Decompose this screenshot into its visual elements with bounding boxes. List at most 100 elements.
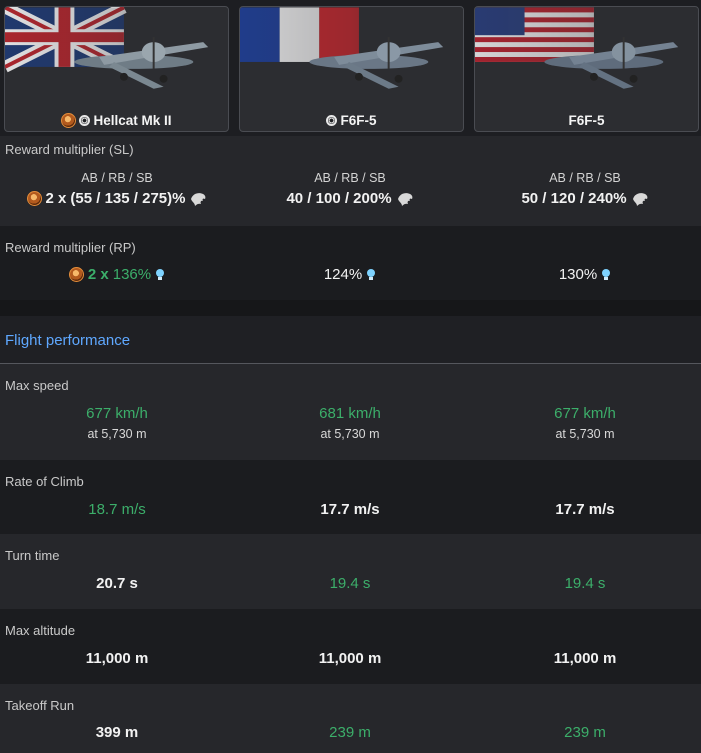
takeoff-run-label: Takeoff Run (5, 698, 75, 713)
turn-time-col-2: 19.4 s (233, 575, 467, 592)
max-speed-altitude: at 5,730 m (320, 427, 380, 441)
max-speed-value: 677 km/h (86, 405, 148, 422)
premium-icon (68, 267, 84, 282)
turn-time-label: Turn time (5, 548, 60, 563)
modes-label: AB / RB / SB (81, 171, 153, 185)
reward-sl-values: 40 / 100 / 200% (286, 190, 392, 207)
max-altitude-value: 11,000 m (553, 650, 617, 667)
max-altitude-label: Max altitude (5, 623, 76, 638)
max-speed-col-2: 681 km/h at 5,730 m (233, 405, 467, 441)
rate-of-climb-col-2: 17.7 m/s (233, 501, 467, 518)
silver-lions-icon (191, 192, 206, 206)
section-spacer (0, 300, 701, 316)
vehicle-name-text: F6F-5 (568, 112, 605, 128)
reward-rp-value-1: 2 x 136% (0, 266, 234, 283)
vehicle-name-1: Hellcat Mk II (5, 109, 228, 131)
rate-of-climb-value: 17.7 m/s (320, 501, 380, 518)
rate-of-climb-col-1: 18.7 m/s (0, 501, 234, 518)
research-points-icon (156, 268, 165, 280)
max-speed-col-3: 677 km/h at 5,730 m (468, 405, 701, 441)
max-altitude-col-1: 11,000 m (0, 650, 234, 667)
reward-rp-row: Reward multiplier (RP) 2 x 136% 124% 130… (0, 226, 701, 300)
reward-sl-row: Reward multiplier (SL) AB / RB / SB 2 x … (0, 136, 701, 226)
max-speed-label: Max speed (5, 378, 69, 393)
multiplier-text: 2 x (87, 266, 109, 283)
squadron-icon (326, 114, 338, 126)
silver-lions-icon (632, 192, 647, 206)
turn-time-row: Turn time 20.7 s 19.4 s 19.4 s (0, 534, 701, 609)
reward-rp-value: 124% (323, 266, 363, 283)
rate-of-climb-col-3: 17.7 m/s (468, 501, 701, 518)
vehicle-name-text: Hellcat Mk II (93, 112, 172, 128)
turn-time-col-1: 20.7 s (0, 575, 234, 592)
premium-icon (61, 112, 77, 128)
reward-rp-col-3: 130% (468, 266, 701, 283)
reward-sl-value-3: 50 / 120 / 240% (468, 190, 701, 207)
reward-rp-value-2: 124% (233, 266, 467, 283)
aircraft-icon (74, 37, 209, 89)
max-speed-altitude: at 5,730 m (555, 427, 615, 441)
reward-sl-value-1: 2 x (55 / 135 / 275)% (0, 190, 234, 207)
max-altitude-value: 11,000 m (318, 650, 382, 667)
takeoff-run-value: 239 m (329, 724, 371, 741)
aircraft-image-usa (475, 7, 698, 107)
reward-rp-value: 136% (112, 266, 152, 283)
turn-time-value: 19.4 s (329, 575, 371, 592)
max-altitude-col-3: 11,000 m (468, 650, 701, 667)
takeoff-run-col-1: 399 m (0, 724, 234, 741)
squadron-icon (79, 114, 91, 126)
multiplier-text: 2 x (45, 190, 67, 207)
vehicle-name-3: F6F-5 (475, 109, 698, 131)
turn-time-col-3: 19.4 s (468, 575, 701, 592)
silver-lions-icon (397, 192, 412, 206)
max-speed-value: 681 km/h (319, 405, 381, 422)
max-speed-value: 677 km/h (554, 405, 616, 422)
vehicle-card-hellcat-mk-ii[interactable]: Hellcat Mk II (4, 6, 229, 132)
modes-label: AB / RB / SB (314, 171, 386, 185)
max-altitude-value: 11,000 m (85, 650, 149, 667)
max-speed-row: Max speed 677 km/h at 5,730 m 681 km/h a… (0, 364, 701, 460)
max-speed-col-1: 677 km/h at 5,730 m (0, 405, 234, 441)
premium-icon (26, 191, 42, 206)
vehicle-name-2: F6F-5 (240, 109, 463, 131)
reward-sl-col-2: AB / RB / SB 40 / 100 / 200% (233, 171, 467, 207)
reward-rp-col-1: 2 x 136% (0, 266, 234, 283)
takeoff-run-col-2: 239 m (233, 724, 467, 741)
research-points-icon (367, 268, 376, 280)
reward-sl-values: (55 / 135 / 275)% (70, 190, 186, 207)
takeoff-run-col-3: 239 m (468, 724, 701, 741)
reward-sl-label: Reward multiplier (SL) (5, 142, 134, 157)
vehicle-name-text: F6F-5 (340, 112, 377, 128)
reward-sl-col-3: AB / RB / SB 50 / 120 / 240% (468, 171, 701, 207)
aircraft-image-uk (5, 7, 228, 107)
rate-of-climb-value: 18.7 m/s (88, 501, 146, 518)
max-speed-altitude: at 5,730 m (87, 427, 147, 441)
reward-rp-value-3: 130% (468, 266, 701, 283)
modes-label: AB / RB / SB (549, 171, 621, 185)
reward-sl-col-1: AB / RB / SB 2 x (55 / 135 / 275)% (0, 171, 234, 207)
section-flight-performance: Flight performance (0, 316, 701, 364)
reward-sl-values: 50 / 120 / 240% (521, 190, 627, 207)
research-points-icon (602, 268, 611, 280)
vehicle-card-f6f-5-france[interactable]: F6F-5 (239, 6, 464, 132)
rate-of-climb-label: Rate of Climb (5, 474, 84, 489)
vehicle-card-f6f-5-usa[interactable]: F6F-5 (474, 6, 699, 132)
max-altitude-row: Max altitude 11,000 m 11,000 m 11,000 m (0, 609, 701, 684)
aircraft-icon (544, 37, 679, 89)
turn-time-value: 19.4 s (564, 575, 606, 592)
aircraft-image-france (240, 7, 463, 107)
aircraft-icon (309, 37, 444, 89)
reward-rp-label: Reward multiplier (RP) (5, 240, 136, 255)
reward-rp-col-2: 124% (233, 266, 467, 283)
reward-rp-value: 130% (558, 266, 598, 283)
takeoff-run-value: 399 m (95, 724, 139, 741)
max-altitude-col-2: 11,000 m (233, 650, 467, 667)
section-title: Flight performance (5, 332, 131, 349)
turn-time-value: 20.7 s (96, 575, 138, 592)
takeoff-run-value: 239 m (564, 724, 606, 741)
rate-of-climb-value: 17.7 m/s (555, 501, 615, 518)
rate-of-climb-row: Rate of Climb 18.7 m/s 17.7 m/s 17.7 m/s (0, 460, 701, 534)
takeoff-run-row: Takeoff Run 399 m 239 m 239 m (0, 684, 701, 753)
reward-sl-value-2: 40 / 100 / 200% (233, 190, 467, 207)
vehicle-cards: Hellcat Mk II F6F- (0, 0, 701, 136)
